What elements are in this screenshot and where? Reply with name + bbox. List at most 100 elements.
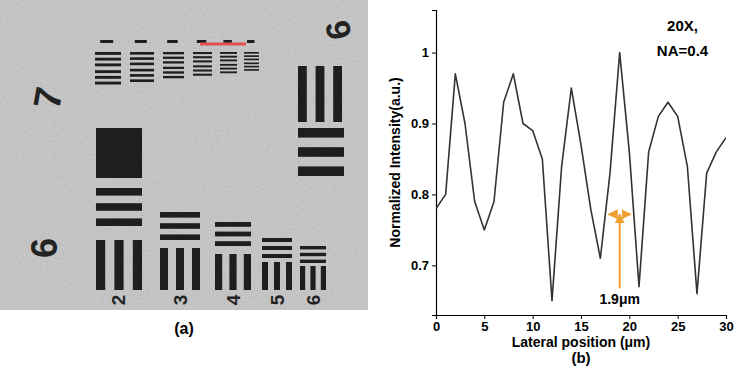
- x-tick-label: 5: [481, 319, 488, 334]
- y-axis: 0.7 0.8 0.9 1: [411, 11, 437, 316]
- y-tick-mark: [432, 194, 436, 195]
- target-bar: [316, 66, 325, 122]
- panel-label: (b): [571, 349, 590, 366]
- figure: 76623456(a)0510152025300.70.80.91Lateral…: [0, 0, 745, 370]
- arrow-vertical: [619, 214, 621, 288]
- bar-triplet: [193, 52, 212, 62]
- target-bar: [215, 222, 251, 227]
- target-background: [0, 0, 368, 310]
- y-tick-label: 0.9: [411, 116, 429, 131]
- target-bar: [95, 70, 121, 73]
- x-tick-label: 10: [526, 319, 540, 334]
- target-bar: [244, 63, 259, 65]
- annotation: NA=0.4: [657, 42, 709, 59]
- target-bar: [220, 52, 237, 54]
- group-label: 6: [24, 238, 65, 258]
- bar-triplet: [193, 65, 212, 75]
- bar-triplet: [262, 262, 292, 290]
- x-tick: 0: [433, 315, 440, 334]
- x-tick-label: 15: [574, 319, 588, 334]
- target-bar: [193, 56, 212, 58]
- target-bar: [193, 52, 212, 54]
- target-bar: [262, 254, 292, 258]
- target-bar: [298, 66, 307, 122]
- element-label: 4: [223, 294, 244, 305]
- bar-triplet: [96, 188, 142, 226]
- target-bar: [163, 57, 184, 59]
- target-bar: [247, 40, 255, 43]
- target-bar: [244, 59, 259, 61]
- target-bar: [321, 266, 326, 290]
- target-bar: [300, 253, 326, 256]
- y-tick-label: 0.8: [411, 187, 429, 202]
- target-bar: [163, 61, 184, 63]
- target-bar: [96, 240, 105, 290]
- target-bar: [215, 232, 251, 237]
- y-axis-line: [432, 11, 437, 316]
- bar-triplet: [160, 248, 200, 290]
- x-tick: 10: [526, 315, 540, 334]
- target-bar: [244, 254, 251, 290]
- target-square: [96, 128, 142, 178]
- bar-triplet: [244, 63, 259, 71]
- bar-triplet: [215, 254, 251, 290]
- target-bar: [244, 66, 259, 68]
- x-tick: 30: [719, 315, 733, 334]
- y-tick-mark: [432, 123, 436, 124]
- target-bar: [262, 262, 268, 290]
- y-tick-label: 0.7: [411, 258, 429, 273]
- target-bars: [95, 40, 344, 290]
- y-tick: 0.7: [411, 258, 436, 273]
- target-bar: [298, 128, 344, 138]
- target-bar: [95, 52, 121, 55]
- target-bar: [95, 63, 121, 66]
- y-tick: 0.8: [411, 187, 436, 202]
- bar-triplet: [244, 52, 259, 60]
- target-bar: [220, 68, 237, 70]
- marker-line: [200, 43, 246, 46]
- x-axis: 0 5 10 15 20 25 30: [433, 315, 734, 334]
- panel-a: 76623456: [0, 0, 368, 310]
- element-label: 6: [303, 295, 324, 306]
- target-bar: [160, 223, 200, 229]
- x-tick-label: 20: [623, 319, 637, 334]
- bar-triplet: [300, 266, 326, 290]
- target-bar: [220, 71, 237, 73]
- bar-triplet: [220, 64, 237, 73]
- bar-triplet: [130, 69, 154, 82]
- y-axis-title: Normalized Intensity(a.u.): [387, 77, 403, 247]
- x-tick: 20: [623, 315, 637, 334]
- target-bar: [244, 52, 259, 54]
- bar-triplet: [96, 240, 142, 290]
- target-bar: [310, 266, 315, 290]
- target-bar: [100, 40, 113, 43]
- bar-triplet: [300, 246, 326, 263]
- x-tick-label: 0: [433, 319, 440, 334]
- target-bar: [298, 166, 344, 176]
- target-bar: [160, 248, 168, 290]
- y-tick-label: 1: [422, 45, 429, 60]
- target-bar: [95, 76, 121, 79]
- target-bar: [229, 254, 236, 290]
- target-bar: [262, 246, 292, 250]
- target-bar: [262, 238, 292, 242]
- target-bar: [96, 218, 142, 226]
- x-tick: 25: [671, 315, 685, 334]
- group-label: 6: [318, 17, 359, 42]
- target-bar: [163, 71, 184, 73]
- target-bar: [130, 79, 154, 82]
- x-tick-label: 30: [719, 319, 733, 334]
- target-grain: [0, 0, 368, 310]
- arrows: [609, 214, 631, 288]
- bar-triplet: [160, 212, 200, 240]
- target-bar: [130, 52, 154, 55]
- y-tick: 1: [422, 45, 436, 60]
- target-bar: [96, 203, 142, 211]
- target-bar: [167, 40, 178, 43]
- bar-triplet: [163, 52, 184, 64]
- target-bar: [193, 69, 212, 71]
- target-bar: [193, 74, 212, 76]
- target-bar: [130, 63, 154, 66]
- target-bar: [298, 147, 344, 157]
- target-bar: [130, 74, 154, 77]
